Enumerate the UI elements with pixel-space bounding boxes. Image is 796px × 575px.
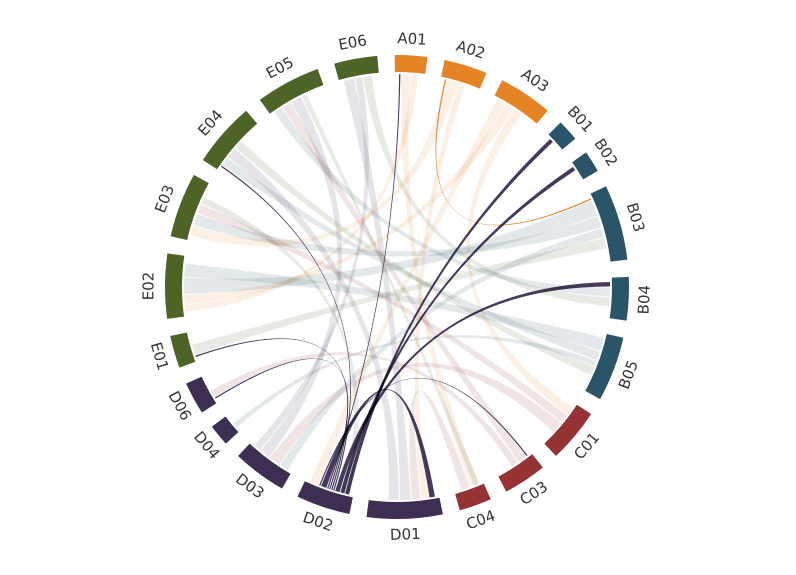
group-arc-d02[interactable] [297, 481, 353, 515]
group-label-e05: E05 [263, 53, 297, 82]
group-label-a01: A01 [397, 29, 427, 49]
ribbon-e06-b04 [362, 75, 611, 307]
group-label-a02: A02 [454, 37, 487, 63]
group-label-b02: B02 [590, 135, 621, 169]
group-arc-a02[interactable] [441, 59, 487, 89]
ribbon-b05-e04 [221, 157, 601, 361]
group-arc-d03[interactable] [238, 443, 291, 489]
group-arc-e01[interactable] [170, 332, 196, 368]
group-arc-b05[interactable] [585, 334, 624, 400]
arc-layer [164, 54, 629, 520]
group-arc-d01[interactable] [366, 497, 443, 520]
group-arc-e04[interactable] [202, 110, 258, 170]
group-label-d02: D02 [301, 508, 336, 535]
group-label-e02: E02 [139, 272, 157, 301]
ribbon-c01-d03 [269, 362, 562, 466]
ribbon-e01-b03 [191, 237, 607, 356]
group-arc-c01[interactable] [544, 404, 592, 456]
group-arc-d06[interactable] [186, 376, 217, 413]
group-label-b04: B04 [634, 285, 653, 315]
group-arc-b02[interactable] [572, 152, 598, 180]
group-arc-b04[interactable] [609, 276, 629, 321]
group-label-c04: C04 [464, 506, 498, 533]
group-arc-d04[interactable] [211, 416, 239, 444]
ribbon-d01-e06 [343, 78, 412, 501]
group-arc-c04[interactable] [455, 483, 491, 511]
group-label-e04: E04 [194, 106, 226, 139]
group-arc-a01[interactable] [394, 54, 428, 74]
group-label-e03: E03 [151, 182, 178, 215]
group-arc-c03[interactable] [498, 454, 543, 492]
group-label-a03: A03 [518, 65, 552, 96]
group-arc-e05[interactable] [259, 68, 324, 114]
ribbon-e05-c04 [301, 93, 480, 486]
group-label-e01: E01 [147, 340, 172, 372]
group-label-d06: D06 [165, 388, 195, 424]
ribbon-c04-d01 [408, 389, 471, 500]
ribbon-e04-b05 [235, 140, 595, 376]
group-label-d01: D01 [390, 525, 421, 544]
group-arc-e02[interactable] [164, 253, 185, 319]
group-label-e06: E06 [337, 31, 368, 54]
group-arc-a03[interactable] [494, 80, 548, 124]
group-arc-b01[interactable] [548, 122, 576, 150]
group-arc-b03[interactable] [590, 186, 628, 262]
group-arc-e03[interactable] [170, 174, 209, 240]
ribbon-layer [183, 73, 611, 501]
group-arc-e06[interactable] [334, 55, 379, 81]
group-label-b05: B05 [615, 358, 642, 392]
ribbon-a03-e02 [183, 103, 515, 305]
ribbon-a02-e03 [189, 79, 458, 247]
group-label-b03: B03 [623, 201, 649, 234]
